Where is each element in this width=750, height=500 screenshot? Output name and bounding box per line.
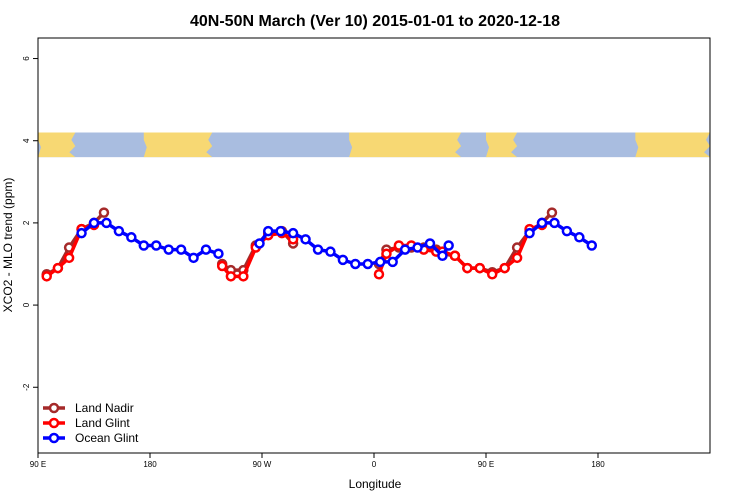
series-2-point-1-2 [275, 225, 286, 237]
series-2-line-0 [80, 221, 219, 260]
series-1-point-2-11 [499, 262, 510, 274]
series-1-point-0-0 [41, 271, 52, 282]
legend-swatch-marker-0 [48, 402, 60, 414]
x-tick-label-4: 90 E [478, 460, 494, 469]
series-1-point-1-0 [216, 260, 228, 272]
map-land-0 [38, 132, 76, 158]
legend-swatch-marker-1 [48, 417, 60, 429]
series-2-point-0-3 [113, 225, 125, 237]
series-2-point-2-5 [586, 240, 598, 251]
series-2-point-2-3 [561, 225, 573, 237]
y-tick-label-2: 2 [22, 220, 31, 225]
series-2-point-1-14 [424, 238, 436, 249]
series-2-point-2-1 [536, 217, 548, 229]
map-land-2 [349, 132, 462, 158]
series-2-point-1-3 [287, 227, 299, 239]
series-2-point-1-10 [374, 256, 386, 268]
series-1-point-2-12 [511, 252, 523, 264]
series-1-point-2-1 [381, 248, 392, 259]
series-2-point-2-0 [524, 227, 535, 239]
series-2-point-1-11 [387, 256, 398, 268]
series-0-point-0-5 [98, 207, 110, 218]
legend-label-1: Land Glint [75, 416, 130, 430]
series-2-point-2-2 [549, 217, 560, 229]
series-1-point-0-1 [52, 262, 64, 274]
series-1-point-2-8 [462, 262, 473, 274]
y-tick-label-3: 4 [22, 138, 31, 143]
chart-title: 40N-50N March (Ver 10) 2015-01-01 to 202… [190, 13, 560, 30]
series-1-point-2-0 [373, 269, 385, 280]
x-tick-label-0: 90 E [30, 460, 46, 469]
series-2-point-1-1 [262, 225, 274, 237]
x-axis: 90 E 180 90 W 0 90 E 180 [30, 453, 605, 469]
legend-label-2: Ocean Glint [75, 431, 139, 445]
series-2-point-1-0 [254, 238, 265, 249]
series-2-point-0-2 [101, 217, 112, 229]
series-2-point-1-8 [350, 258, 361, 270]
series-1-point-2-7 [449, 250, 461, 262]
map-land-1 [143, 132, 213, 158]
x-tick-label-5: 180 [591, 460, 605, 469]
y-tick-label-1: 0 [22, 302, 31, 307]
y-axis: -2 0 2 4 6 [22, 56, 38, 391]
series-1-point-1-2 [238, 271, 249, 282]
series-1-point-0-2 [63, 252, 75, 264]
series-2-point-0-6 [150, 240, 162, 251]
series-2-point-1-7 [337, 254, 349, 266]
series-2-point-0-10 [200, 244, 212, 255]
series-2-point-0-8 [175, 244, 187, 255]
x-tick-label-3: 0 [372, 460, 377, 469]
legend-label-0: Land Nadir [75, 401, 134, 415]
legend-swatch-marker-2 [48, 432, 60, 444]
y-tick-label-0: -2 [22, 383, 31, 391]
series-2-point-1-13 [412, 242, 423, 253]
series-2-point-0-9 [188, 252, 199, 264]
series-1-point-1-1 [225, 271, 237, 282]
series-2-point-1-16 [443, 240, 454, 251]
x-axis-label: Longitude [349, 477, 402, 491]
series-2-point-2-4 [574, 232, 585, 243]
series-2-point-1-9 [362, 258, 374, 270]
series-layer [41, 207, 598, 282]
series-2-point-0-4 [126, 232, 137, 243]
series-2 [76, 217, 598, 270]
series-2-point-0-5 [138, 240, 150, 251]
series-2-point-0-0 [76, 227, 87, 239]
series-2-point-1-15 [437, 250, 448, 262]
series-2-point-1-5 [312, 244, 324, 255]
y-tick-label-4: 6 [22, 56, 31, 61]
series-1-point-2-9 [474, 262, 486, 274]
x-tick-label-2: 90 W [253, 460, 272, 469]
series-1-point-2-10 [486, 269, 498, 280]
series-2-point-1-4 [300, 234, 311, 245]
series-0-point-2-15 [546, 207, 558, 218]
map-land-4 [635, 132, 710, 158]
series-2-point-0-7 [163, 244, 174, 255]
series-2-point-1-6 [325, 246, 336, 257]
map-strip [38, 132, 710, 158]
x-tick-label-1: 180 [143, 460, 157, 469]
y-axis-label: XCO2 - MLO trend (ppm) [1, 178, 15, 313]
series-2-point-0-1 [88, 217, 100, 229]
series-2-point-1-12 [399, 244, 411, 255]
series-2-point-0-11 [213, 248, 224, 259]
map-land-3 [486, 132, 518, 158]
